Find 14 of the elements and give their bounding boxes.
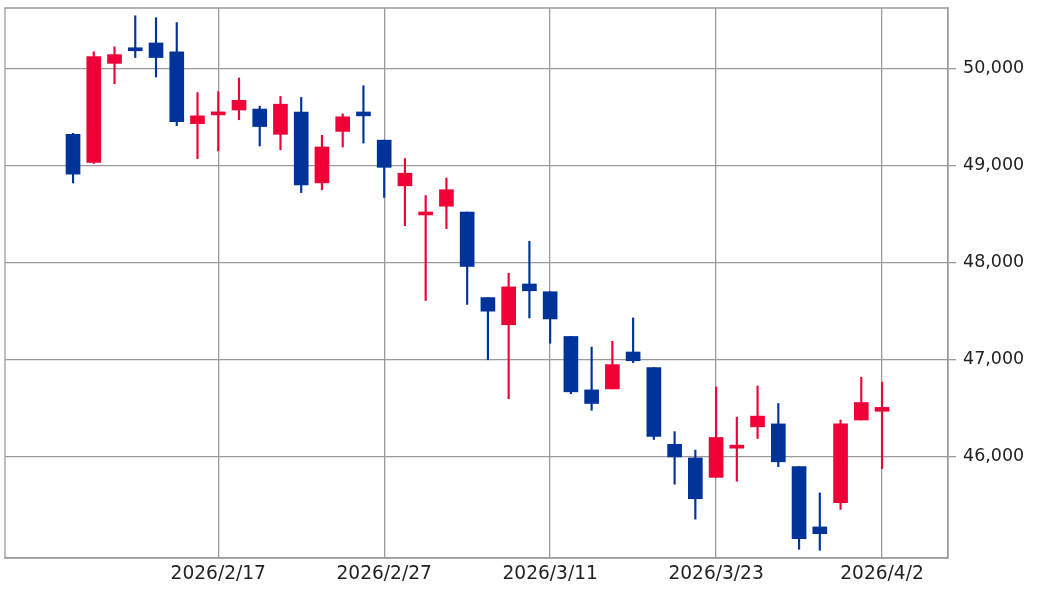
y-tick-label: 50,000 xyxy=(963,56,1025,77)
x-tick-label: 2026/2/17 xyxy=(170,561,266,583)
candlestick xyxy=(107,46,122,85)
y-tick-label: 46,000 xyxy=(963,445,1025,466)
candlestick xyxy=(356,85,371,144)
x-tick-label: 2026/3/11 xyxy=(502,561,598,583)
y-tick-label: 48,000 xyxy=(963,251,1025,272)
x-tick-label: 2026/2/27 xyxy=(336,561,432,583)
y-tick-label: 47,000 xyxy=(963,348,1025,369)
candlestick xyxy=(750,385,765,439)
y-tick-label: 49,000 xyxy=(963,153,1025,174)
candlestick xyxy=(190,92,205,159)
x-tick-label: 2026/3/23 xyxy=(668,561,764,583)
x-tick-label: 2026/4/2 xyxy=(840,561,924,583)
